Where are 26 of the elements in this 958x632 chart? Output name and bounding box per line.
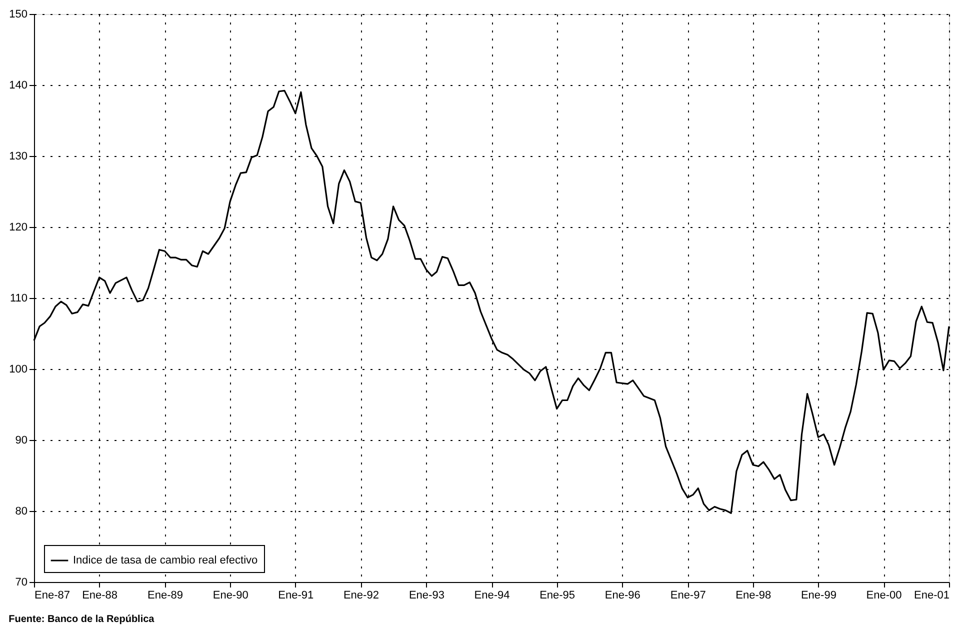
x-tick-label: Ene-96 [604, 590, 640, 602]
y-tick-label: 80 [15, 506, 28, 518]
y-tick-label: 110 [10, 292, 28, 304]
y-tick-label: 100 [9, 364, 28, 376]
y-tick-label: 140 [9, 80, 28, 92]
x-tick-label: Ene-95 [540, 590, 576, 602]
x-tick-label: Ene-94 [474, 590, 510, 602]
x-tick-label: Ene-98 [736, 590, 772, 602]
x-tick-label: Ene-91 [278, 590, 314, 602]
x-tick-label: Ene-99 [800, 590, 836, 602]
y-tick-label: 130 [9, 150, 28, 162]
legend-label: Indice de tasa de cambio real efectivo [73, 554, 258, 566]
y-tick-label: 90 [15, 434, 28, 446]
x-tick-label: Ene-01 [914, 590, 950, 602]
y-tick-label: 120 [9, 222, 28, 234]
x-tick-label: Ene-97 [670, 590, 706, 602]
source-note: Fuente: Banco de la República [8, 614, 155, 625]
x-tick-label: Ene-89 [148, 590, 184, 602]
y-tick-label: 150 [9, 8, 28, 20]
x-tick-label: Ene-88 [82, 590, 118, 602]
x-tick-label: Ene-87 [34, 590, 70, 602]
y-tick-label: 70 [15, 576, 28, 588]
x-tick-label: Ene-00 [866, 590, 902, 602]
x-tick-label: Ene-92 [343, 590, 379, 602]
x-tick-label: Ene-90 [212, 590, 248, 602]
x-tick-label: Ene-93 [408, 590, 444, 602]
